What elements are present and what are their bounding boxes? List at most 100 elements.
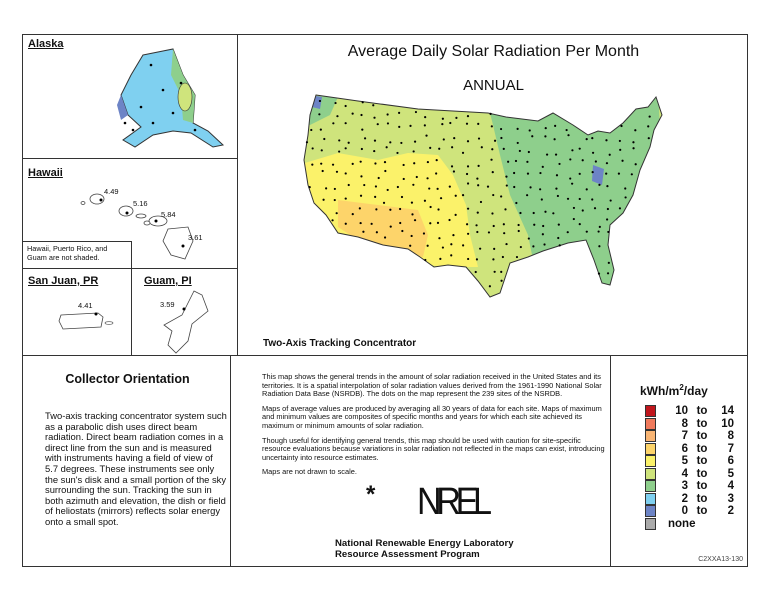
nsrdb-site-dot <box>318 99 322 103</box>
nsrdb-site-dot <box>344 122 347 125</box>
nsrdb-site-dot <box>332 122 335 125</box>
san-juan-panel: San Juan, PR 4.41 <box>22 268 132 356</box>
nsrdb-site-dot <box>528 129 531 132</box>
nsrdb-site-dot <box>489 112 492 115</box>
nsrdb-site-dot <box>578 222 581 226</box>
legend-to: to <box>696 505 708 518</box>
hawaii-value-2: 5.16 <box>133 199 148 208</box>
nsrdb-site-dot <box>476 211 479 214</box>
nsrdb-site-dot <box>361 101 364 104</box>
nsrdb-site-dot <box>466 165 470 168</box>
nsrdb-site-dot <box>606 184 609 188</box>
nsrdb-site-dot <box>382 201 386 204</box>
nsrdb-site-dot <box>515 255 519 259</box>
legend-high: 3 <box>727 492 734 505</box>
nsrdb-site-dot <box>435 172 438 175</box>
nsrdb-site-dot <box>415 175 418 179</box>
nsrdb-site-dot <box>557 223 560 226</box>
nsrdb-site-dot <box>555 187 558 190</box>
nsrdb-site-dot <box>544 127 547 130</box>
nsrdb-site-dot <box>438 237 441 240</box>
nsrdb-site-dot <box>448 218 451 222</box>
nsrdb-site-dot <box>359 194 363 197</box>
legend-item: 3 to 4 <box>645 480 734 493</box>
nsrdb-site-dot <box>647 125 650 128</box>
nsrdb-site-dot <box>338 150 341 153</box>
legend-unit: kWh/m2/day <box>640 383 708 398</box>
nsrdb-site-dot <box>624 196 627 199</box>
description-panel: This map shows the general trends in the… <box>230 355 611 567</box>
collector-heading: Collector Orientation <box>65 372 190 386</box>
nsrdb-site-dot <box>634 163 637 166</box>
nsrdb-site-dot <box>441 246 444 249</box>
nsrdb-site-dot <box>526 172 530 175</box>
legend-item: 5 to 6 <box>645 455 734 468</box>
nsrdb-site-dot <box>359 160 362 163</box>
hawaii-value-1: 4.49 <box>104 187 119 196</box>
nsrdb-site-dot <box>414 110 418 114</box>
nsrdb-site-dot <box>402 163 405 167</box>
nsrdb-site-dot <box>565 128 568 132</box>
guam-value: 3.59 <box>160 300 175 309</box>
nsrdb-site-dot <box>479 247 482 250</box>
nsrdb-site-dot <box>632 141 635 144</box>
legend-to: to <box>696 492 708 505</box>
nsrdb-site-dot <box>493 247 496 250</box>
alaska-label: Alaska <box>28 38 64 50</box>
description-paragraph: Though useful for identifying general tr… <box>262 435 605 462</box>
unit-superscript: 2 <box>679 383 684 392</box>
alaska-map <box>117 48 225 148</box>
nsrdb-site-dot <box>544 135 547 138</box>
nsrdb-site-dot <box>491 171 494 174</box>
map-period: ANNUAL <box>463 77 524 94</box>
nsrdb-site-dot <box>398 111 401 114</box>
hawaii-value-3: 5.84 <box>161 210 176 219</box>
nsrdb-site-dot <box>492 224 495 228</box>
nsrdb-site-dot <box>344 147 347 150</box>
nsrdb-site-dot <box>465 172 469 176</box>
nsrdb-site-dot <box>399 207 402 211</box>
legend-to: to <box>696 467 708 480</box>
legend-swatch <box>645 405 656 418</box>
nsrdb-site-dot <box>585 230 588 233</box>
nsrdb-site-dot <box>308 186 311 189</box>
nsrdb-site-dot <box>466 115 470 118</box>
legend-high: 10 <box>721 417 734 430</box>
legend-high: 5 <box>727 467 734 480</box>
nsrdb-site-dot <box>598 183 601 186</box>
nsrdb-site-dot <box>480 146 483 149</box>
nsrdb-site-dot <box>517 223 520 227</box>
legend-swatch <box>645 430 656 443</box>
nsrdb-site-dot <box>566 231 569 234</box>
nsrdb-site-dot <box>500 270 503 273</box>
collector-panel: Collector Orientation Two-axis tracking … <box>22 355 231 567</box>
nsrdb-site-dot <box>429 146 432 149</box>
nsrdb-site-dot <box>383 161 387 164</box>
nsrdb-site-dot <box>477 122 480 125</box>
nsrdb-site-dot <box>501 255 504 259</box>
legend-low: 3 <box>681 480 688 493</box>
nsrdb-site-dot <box>370 222 373 225</box>
legend-high: 7 <box>727 442 734 455</box>
nsrdb-site-dot <box>360 175 363 178</box>
nsrdb-site-dot <box>426 160 429 164</box>
nsrdb-site-dot <box>467 257 470 261</box>
legend-item: 2 to 3 <box>645 492 734 506</box>
nsrdb-site-dot <box>453 137 456 140</box>
nsrdb-site-dot <box>374 195 377 199</box>
nsrdb-site-dot <box>375 208 378 211</box>
nsrdb-site-dot <box>552 212 555 215</box>
legend-item: 10 to 14 <box>645 405 734 418</box>
legend-to: to <box>696 430 708 443</box>
nsrdb-site-dot <box>413 140 417 143</box>
nsrdb-site-dot <box>475 224 478 227</box>
nsrdb-site-dot <box>491 212 494 215</box>
nsrdb-site-dot <box>558 162 561 166</box>
legend-swatch <box>645 517 656 530</box>
nsrdb-site-dot <box>412 150 415 153</box>
nsrdb-site-dot <box>373 149 376 153</box>
nsrdb-site-dot <box>435 159 438 162</box>
nsrdb-site-dot <box>502 223 505 226</box>
nsrdb-site-dot <box>476 177 479 180</box>
nsrdb-site-dot <box>505 175 508 178</box>
